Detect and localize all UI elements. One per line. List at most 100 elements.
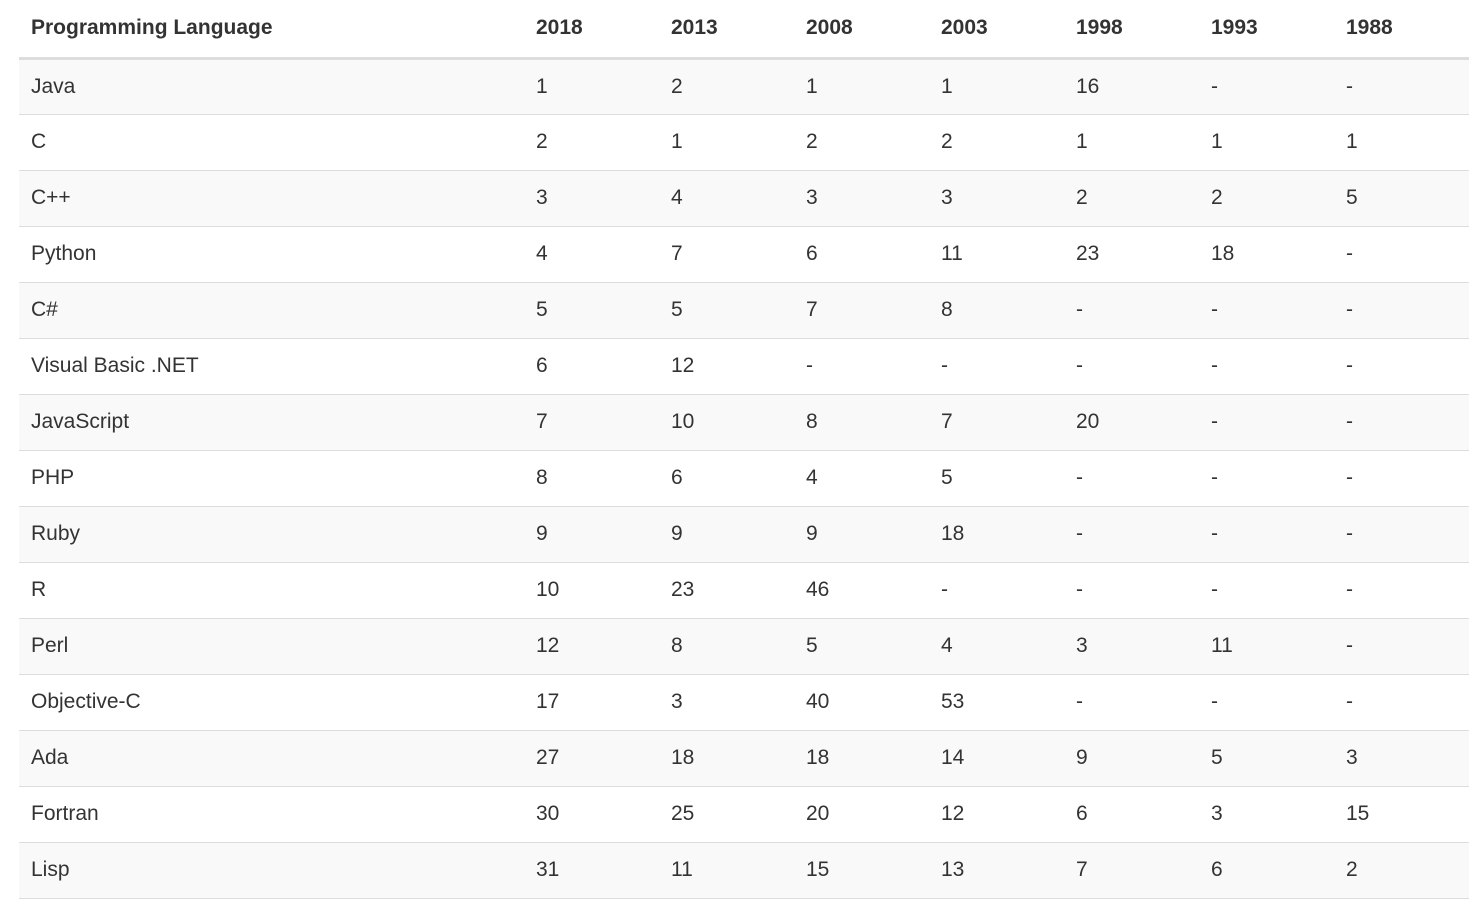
rank-cell: 18 [1199, 225, 1334, 282]
rank-cell: - [1334, 393, 1469, 450]
rank-cell: 5 [794, 617, 929, 674]
rank-cell: 16 [1064, 57, 1199, 114]
header-year-2003: 2003 [929, 0, 1064, 60]
rank-cell: 1 [929, 57, 1064, 114]
rank-cell: 8 [524, 449, 659, 506]
language-name-cell: C++ [19, 169, 524, 226]
table-body: Java 1 2 1 1 16- - C 2 1 2 2 1 1 1 C++ 3 4 3 3 2 2 5 Python 4 7 6 1… [19, 57, 1469, 899]
language-name-cell: JavaScript [19, 393, 524, 450]
rank-cell: 6 [794, 225, 929, 282]
language-name-cell: C# [19, 281, 524, 338]
rank-cell: 5 [1334, 169, 1469, 226]
rank-cell: - [929, 337, 1064, 394]
rank-cell: 1 [524, 57, 659, 114]
rank-cell: - [1334, 57, 1469, 114]
rank-cell: 10 [524, 561, 659, 618]
rank-cell: 23 [659, 561, 794, 618]
rank-cell: 1 [1199, 113, 1334, 170]
rank-cell: 46 [794, 561, 929, 618]
rank-cell: 8 [659, 617, 794, 674]
language-name-cell: Ruby [19, 505, 524, 562]
rank-cell: 2 [1199, 169, 1334, 226]
rank-cell: 30 [524, 785, 659, 842]
rank-cell: 5 [524, 281, 659, 338]
rank-cell: 5 [659, 281, 794, 338]
rank-cell: 10 [659, 393, 794, 450]
language-name-cell: C [19, 113, 524, 170]
rank-cell: 3 [794, 169, 929, 226]
rank-cell: 1 [794, 57, 929, 114]
table-row: Ada 27 18 18 14 9 5 3 [19, 729, 1469, 786]
rank-cell: 6 [659, 449, 794, 506]
rank-cell: 9 [1064, 729, 1199, 786]
table-row: Objective-C 17 3 40 53- - - [19, 673, 1469, 730]
rank-cell: 18 [794, 729, 929, 786]
language-name-cell: Python [19, 225, 524, 282]
rank-cell: 6 [1199, 841, 1334, 899]
rank-cell: 13 [929, 841, 1064, 899]
rank-cell: - [1334, 505, 1469, 562]
table-row: Visual Basic .NET 6 12- - - - - [19, 337, 1469, 394]
rank-cell: 7 [794, 281, 929, 338]
rank-cell: - [1199, 505, 1334, 562]
rank-cell: - [794, 337, 929, 394]
rank-cell: 5 [1199, 729, 1334, 786]
table-row: C++ 3 4 3 3 2 2 5 [19, 169, 1469, 226]
header-row: Programming Language 2018 2013 2008 2003… [19, 0, 1469, 60]
rank-cell: - [1334, 225, 1469, 282]
rank-cell: 1 [1334, 113, 1469, 170]
language-name-cell: Java [19, 57, 524, 114]
rank-cell: 6 [1064, 785, 1199, 842]
rank-cell: 3 [524, 169, 659, 226]
rank-cell: 8 [929, 281, 1064, 338]
rank-cell: 11 [1199, 617, 1334, 674]
rank-cell: 31 [524, 841, 659, 899]
rank-cell: 4 [524, 225, 659, 282]
rank-cell: 9 [524, 505, 659, 562]
rank-cell: 9 [794, 505, 929, 562]
table-row: PHP 8 6 4 5- - - [19, 449, 1469, 506]
rank-cell: - [1199, 57, 1334, 114]
rank-cell: 20 [1064, 393, 1199, 450]
rank-cell: 12 [929, 785, 1064, 842]
table-row: Java 1 2 1 1 16- - [19, 57, 1469, 114]
rank-cell: 12 [524, 617, 659, 674]
language-rankings-table: Programming Language 2018 2013 2008 2003… [19, 0, 1469, 899]
rank-cell: 2 [659, 57, 794, 114]
rank-cell: 9 [659, 505, 794, 562]
rank-cell: 5 [929, 449, 1064, 506]
table-row: Lisp 31 11 15 13 7 6 2 [19, 841, 1469, 899]
rank-cell: 4 [659, 169, 794, 226]
table-header: Programming Language 2018 2013 2008 2003… [19, 0, 1469, 60]
rank-cell: 2 [929, 113, 1064, 170]
rank-cell: - [1199, 449, 1334, 506]
header-year-1993: 1993 [1199, 0, 1334, 60]
rank-cell: 2 [524, 113, 659, 170]
header-year-1988: 1988 [1334, 0, 1469, 60]
rank-cell: 40 [794, 673, 929, 730]
rank-cell: 6 [524, 337, 659, 394]
language-name-cell: Visual Basic .NET [19, 337, 524, 394]
rank-cell: 11 [929, 225, 1064, 282]
rank-cell: 2 [794, 113, 929, 170]
rank-cell: 18 [929, 505, 1064, 562]
header-language: Programming Language [19, 0, 524, 60]
language-name-cell: Ada [19, 729, 524, 786]
rank-cell: - [1199, 337, 1334, 394]
rank-cell: 15 [794, 841, 929, 899]
rank-cell: 14 [929, 729, 1064, 786]
rank-cell: 25 [659, 785, 794, 842]
table-row: Fortran 30 25 20 12 6 3 15 [19, 785, 1469, 842]
rank-cell: 7 [524, 393, 659, 450]
language-name-cell: R [19, 561, 524, 618]
rank-cell: 2 [1334, 841, 1469, 899]
rank-cell: 3 [1199, 785, 1334, 842]
table-row: R 10 23 46- - - - [19, 561, 1469, 618]
rank-cell: 7 [659, 225, 794, 282]
rank-cell: 7 [929, 393, 1064, 450]
header-year-2013: 2013 [659, 0, 794, 60]
header-year-2018: 2018 [524, 0, 659, 60]
table-row: Perl 12 8 5 4 3 11- [19, 617, 1469, 674]
header-year-2008: 2008 [794, 0, 929, 60]
rank-cell: 53 [929, 673, 1064, 730]
